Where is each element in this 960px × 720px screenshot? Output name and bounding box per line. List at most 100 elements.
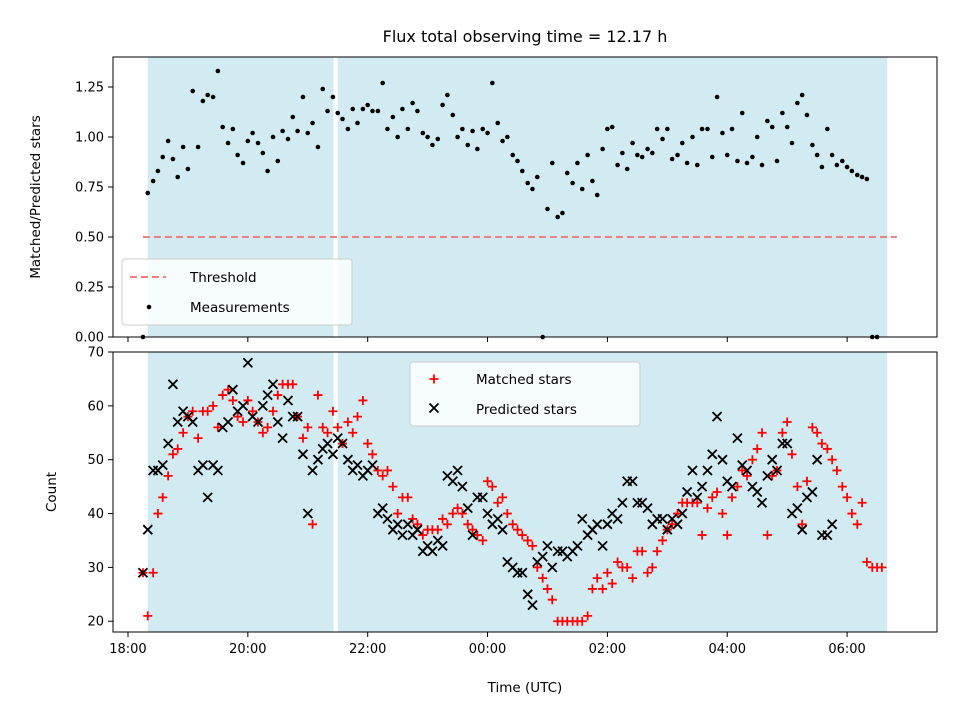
measurement-point xyxy=(195,144,201,150)
measurement-point xyxy=(729,126,735,132)
measurement-point xyxy=(470,128,475,134)
predicted-point xyxy=(137,567,149,578)
matched-point xyxy=(223,385,233,395)
predicted-point xyxy=(277,433,288,444)
measurement-point xyxy=(650,150,655,156)
measurement-point xyxy=(560,210,565,216)
measurement-point xyxy=(270,134,276,140)
measurement-point xyxy=(385,126,390,132)
measurement-point xyxy=(590,178,595,184)
matched-point xyxy=(787,449,797,459)
measurement-point xyxy=(305,130,311,136)
measurement-point xyxy=(545,206,550,212)
x-tick-label: 22:00 xyxy=(349,642,386,657)
measurement-point xyxy=(320,86,326,92)
predicted-point xyxy=(797,524,808,535)
matched-point xyxy=(243,395,253,405)
predicted-point xyxy=(427,546,438,557)
matched-point xyxy=(592,573,602,583)
measurement-point xyxy=(609,124,615,130)
matched-point xyxy=(767,471,777,481)
matched-point xyxy=(697,530,707,540)
measurement-point xyxy=(849,168,855,174)
matched-point xyxy=(517,530,527,540)
measurement-point xyxy=(215,68,221,74)
measurement-point xyxy=(445,92,450,98)
matched-point xyxy=(742,471,752,481)
matched-point xyxy=(193,433,203,443)
measurement-point xyxy=(490,80,495,86)
matched-point xyxy=(308,519,318,529)
predicted-point xyxy=(412,524,423,535)
matched-point xyxy=(367,449,377,459)
matched-point xyxy=(393,509,403,519)
measurement-point xyxy=(645,146,650,152)
predicted-point xyxy=(312,454,324,465)
matched-point xyxy=(837,482,847,492)
measurement-point xyxy=(480,126,486,132)
predicted-point xyxy=(397,529,408,541)
measurement-point xyxy=(834,162,840,168)
x-axis-label: Time (UTC) xyxy=(487,680,563,696)
matched-point xyxy=(782,417,792,427)
measurement-point xyxy=(425,134,430,140)
predicted-point xyxy=(687,465,698,476)
matched-point xyxy=(727,492,737,502)
measurement-point xyxy=(255,140,261,146)
measurement-point xyxy=(684,160,690,166)
predicted-point xyxy=(726,481,738,492)
measurement-point xyxy=(165,138,171,144)
predicted-point xyxy=(597,540,608,551)
matched-point xyxy=(303,422,313,432)
predicted-point xyxy=(252,416,264,428)
measurement-point xyxy=(654,126,660,132)
measurement-point xyxy=(325,108,330,114)
predicted-point xyxy=(756,497,768,508)
matched-point xyxy=(643,568,653,578)
matched-point xyxy=(847,509,857,519)
matched-point xyxy=(323,428,333,438)
measurement-point xyxy=(145,190,151,196)
matched-point xyxy=(472,530,482,540)
measurement-point xyxy=(844,164,850,170)
predicted-point xyxy=(272,416,283,428)
matched-point xyxy=(348,428,358,438)
matched-point xyxy=(587,584,597,594)
matched-point xyxy=(233,412,243,422)
matched-point xyxy=(667,519,677,529)
matched-point xyxy=(737,465,747,475)
matched-point xyxy=(478,535,488,545)
matched-point xyxy=(707,492,717,502)
measurement-point xyxy=(150,178,156,184)
measurement-point xyxy=(750,154,755,160)
matched-point xyxy=(658,535,668,545)
predicted-point xyxy=(162,438,174,449)
matched-point xyxy=(607,579,617,589)
measurement-point xyxy=(360,106,366,112)
measurement-point xyxy=(375,108,381,114)
matched-point xyxy=(453,503,463,513)
predicted-point xyxy=(822,529,833,541)
matched-point xyxy=(628,573,638,583)
predicted-point xyxy=(497,524,508,535)
predicted-point xyxy=(227,384,238,395)
matched-point xyxy=(598,584,608,594)
measurement-point xyxy=(170,156,176,162)
predicted-point xyxy=(542,540,553,551)
measurement-point xyxy=(430,142,435,148)
matched-point xyxy=(483,476,493,486)
measurement-point xyxy=(265,168,270,174)
matched-point xyxy=(363,439,373,449)
ratio-panel: 0.00 0.25 0.50 0.75 1.00 1.25 Threshold Measure… xyxy=(75,56,938,346)
matched-point xyxy=(577,616,587,626)
predicted-point xyxy=(212,465,224,476)
measurement-point xyxy=(585,152,590,158)
measurement-point xyxy=(240,160,246,166)
predicted-point xyxy=(477,492,488,503)
measurement-point xyxy=(799,92,805,98)
predicted-point xyxy=(242,357,253,368)
predicted-point xyxy=(767,454,778,465)
measurement-point xyxy=(810,142,815,148)
predicted-point xyxy=(292,411,303,422)
